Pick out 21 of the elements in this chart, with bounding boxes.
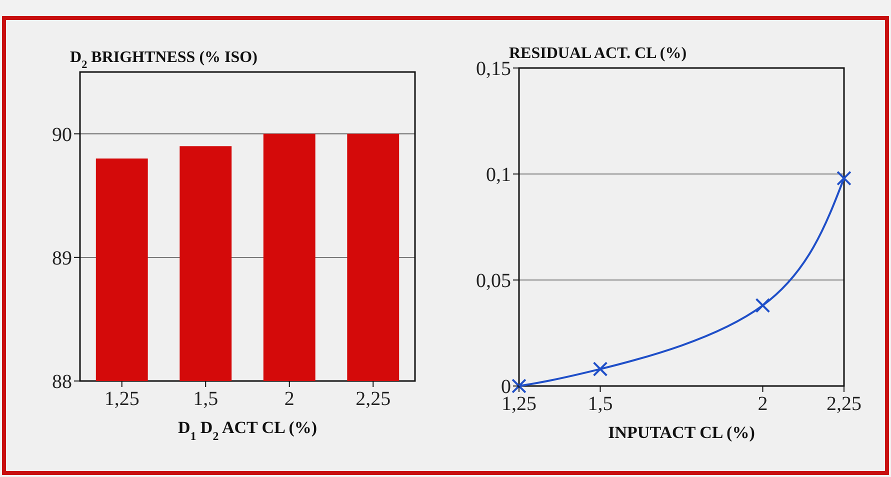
- point: [512, 378, 526, 394]
- x-tick-label: 2,25: [826, 393, 862, 415]
- x-tick-label: 2: [284, 388, 294, 410]
- x-axis-title: D$_{1}$D$_{2}$ ACT CL (%): [178, 418, 318, 443]
- x-axis-title: INPUTACT CL (%): [608, 423, 755, 442]
- point: [592, 362, 608, 376]
- x-tick-label: 1,5: [193, 388, 218, 410]
- y-tick-label: 90: [52, 124, 72, 146]
- y-tick-label: 0,15: [476, 58, 511, 80]
- point: [836, 170, 852, 186]
- x-tick-label: 1,25: [104, 388, 140, 410]
- x-tick-label: 2: [758, 393, 768, 415]
- x-tick-label: 1,5: [588, 393, 613, 415]
- y-tick-label: 0,1: [486, 164, 511, 186]
- chart-title: D$_{2}$ BRIGHTNESS (% ISO): [70, 49, 258, 71]
- point: [755, 298, 770, 313]
- chart-title: RESIDUAL ACT. CL (%): [509, 45, 687, 62]
- y-tick-label: 89: [52, 247, 72, 270]
- x-tick-label: 2,25: [356, 388, 391, 410]
- y-tick-label: 88: [52, 371, 72, 393]
- y-tick-label: 0,05: [476, 270, 511, 292]
